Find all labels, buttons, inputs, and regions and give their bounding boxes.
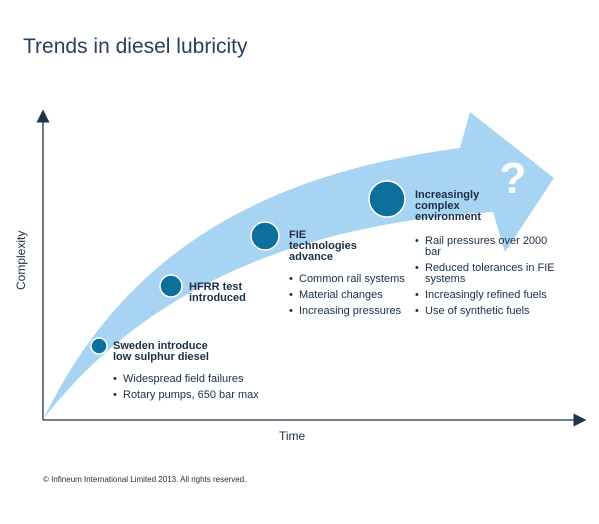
copyright-notice: © Infineum International Limited 2013. A… bbox=[43, 475, 247, 484]
page-title: Trends in diesel lubricity bbox=[23, 35, 248, 58]
bullet-item: Use of synthetic fuels bbox=[415, 306, 565, 318]
bullet-item: Increasingly refined fuels bbox=[415, 290, 565, 302]
bullet-item: Rotary pumps, 650 bar max bbox=[113, 390, 259, 402]
milestone-label-sweden: Sweden introduce low sulphur diesel bbox=[113, 340, 209, 363]
milestone-bullets-fie: Common rail systems Material changes Inc… bbox=[289, 274, 414, 322]
bullet-item: Increasing pressures bbox=[289, 306, 414, 318]
milestone-dot-complex bbox=[368, 180, 406, 218]
milestone-label-hfrr: HFRR test introduced bbox=[189, 281, 246, 304]
milestone-dot-fie bbox=[250, 221, 280, 251]
x-axis-label: Time bbox=[279, 429, 306, 443]
trend-arrow bbox=[44, 112, 554, 418]
milestone-bullets-complex: Rail pressures over 2000 bar Reduced tol… bbox=[415, 236, 565, 322]
milestone-bullets-sweden: Widespread field failures Rotary pumps, … bbox=[113, 374, 259, 406]
bullet-item: Material changes bbox=[289, 290, 414, 302]
bullet-item: Reduced tolerances in FIE systems bbox=[415, 263, 565, 285]
question-mark: ? bbox=[500, 154, 527, 203]
milestone-label-fie: FIE technologies advance bbox=[289, 229, 357, 263]
milestone-dot-hfrr bbox=[159, 274, 183, 298]
y-axis-label: Complexity bbox=[14, 230, 28, 290]
bullet-item: Widespread field failures bbox=[113, 374, 259, 386]
milestone-label-complex: Increasingly complex environment bbox=[415, 189, 482, 223]
milestone-dot-sweden bbox=[90, 337, 108, 355]
bullet-item: Common rail systems bbox=[289, 274, 414, 286]
bullet-item: Rail pressures over 2000 bar bbox=[415, 236, 565, 258]
